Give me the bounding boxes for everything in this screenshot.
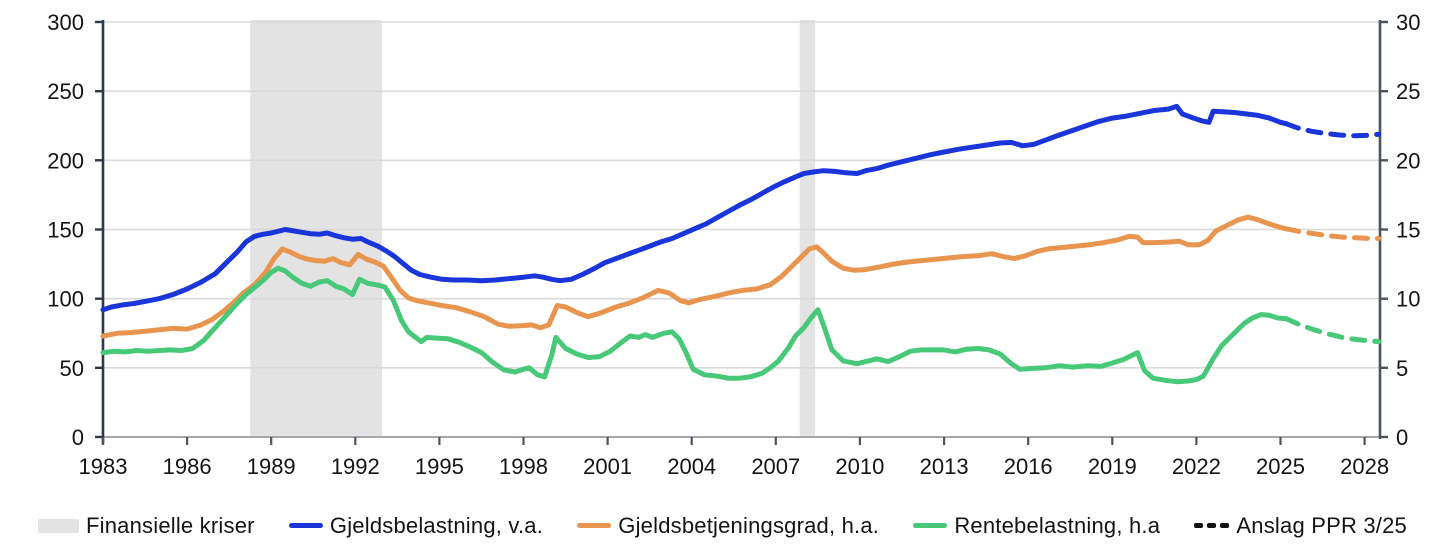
y-right-tick-label: 15 bbox=[1396, 218, 1420, 243]
crisis-band-bankkrisen bbox=[250, 20, 382, 437]
chart-legend: Finansielle kriser Gjeldsbelastning, v.a.… bbox=[0, 500, 1445, 551]
y-axis-right-ticks: 0 5 10 15 20 25 30 bbox=[1380, 10, 1420, 450]
x-tick-label: 1992 bbox=[331, 454, 380, 479]
legend-item-gjeldsbetjeningsgrad: Gjeldsbetjeningsgrad, h.a. bbox=[577, 513, 879, 539]
x-tick-label: 2001 bbox=[583, 454, 632, 479]
y-left-tick-label: 250 bbox=[47, 79, 84, 104]
x-tick-label: 2010 bbox=[835, 454, 884, 479]
series-line-rentebelastning-h-a bbox=[100, 265, 1289, 385]
legend-band-swatch bbox=[38, 518, 79, 533]
legend-label: Rentebelastning, h.a bbox=[954, 512, 1161, 538]
x-tick-label: 2022 bbox=[1172, 454, 1221, 479]
series-projection-rentebelastning-h-a bbox=[1283, 316, 1382, 345]
legend-label: Finansielle kriser bbox=[86, 512, 255, 538]
x-axis-ticks: 1983 1986 1989 1992 1995 1998 2001 2004 2007 2010… bbox=[79, 437, 1389, 479]
y-left-tick-label: 100 bbox=[47, 287, 84, 312]
series-line-gjeldsbetjeningsgrad-h-a bbox=[100, 214, 1289, 339]
x-tick-label: 2013 bbox=[920, 454, 969, 479]
legend-label: Gjeldsbetjeningsgrad, h.a. bbox=[618, 512, 880, 538]
legend-line-swatch bbox=[288, 523, 323, 528]
legend-line-swatch bbox=[577, 523, 612, 528]
series-projection-gjeldsbelastning-v-a bbox=[1283, 121, 1382, 139]
x-tick-label: 1998 bbox=[499, 454, 548, 479]
x-tick-label: 2007 bbox=[751, 454, 800, 479]
y-left-tick-label: 50 bbox=[60, 356, 84, 381]
line-chart: 0 50 100 150 200 250 300 0 5 10 15 20 25 30 1983 1986 19… bbox=[47, 10, 1420, 479]
gridlines bbox=[103, 21, 1380, 369]
x-tick-label: 2016 bbox=[1004, 454, 1053, 479]
y-right-tick-label: 25 bbox=[1396, 79, 1420, 104]
series-projection-gjeldsbetjeningsgrad-h-a bbox=[1283, 226, 1382, 241]
y-left-tick-label: 0 bbox=[72, 425, 84, 450]
y-right-tick-label: 20 bbox=[1396, 148, 1420, 173]
legend-item-rentebelastning: Rentebelastning, h.a bbox=[913, 513, 1160, 539]
crisis-bands bbox=[250, 20, 816, 437]
x-tick-label: 1995 bbox=[415, 454, 464, 479]
y-right-tick-label: 30 bbox=[1396, 10, 1420, 35]
legend-line-swatch bbox=[913, 523, 948, 528]
y-axis-left-ticks: 0 50 100 150 200 250 300 bbox=[47, 10, 103, 450]
y-right-tick-label: 0 bbox=[1396, 425, 1408, 450]
x-tick-label: 2019 bbox=[1088, 454, 1137, 479]
x-tick-label: 2028 bbox=[1340, 454, 1389, 479]
legend-item-anslag: Anslag PPR 3/25 bbox=[1194, 513, 1407, 539]
x-tick-label: 1986 bbox=[163, 454, 212, 479]
legend-label: Anslag PPR 3/25 bbox=[1236, 512, 1407, 538]
y-left-tick-label: 300 bbox=[47, 10, 84, 35]
legend-item-finansielle-kriser: Finansielle kriser bbox=[38, 513, 255, 539]
y-right-tick-label: 5 bbox=[1396, 356, 1408, 381]
crisis-band-finanskrisen bbox=[799, 20, 816, 437]
legend-item-gjeldsbelastning: Gjeldsbelastning, v.a. bbox=[288, 512, 544, 539]
y-left-tick-label: 150 bbox=[47, 218, 84, 243]
y-right-tick-label: 10 bbox=[1396, 287, 1420, 312]
x-tick-label: 1989 bbox=[247, 454, 296, 479]
legend-label: Gjeldsbelastning, v.a. bbox=[329, 512, 544, 538]
x-tick-label: 2025 bbox=[1256, 454, 1305, 479]
y-left-tick-label: 200 bbox=[47, 148, 84, 173]
x-tick-label: 1983 bbox=[79, 454, 128, 479]
legend-dash-swatch bbox=[1194, 523, 1230, 528]
series-line-gjeldsbelastning-v-a bbox=[100, 103, 1289, 313]
x-tick-label: 2004 bbox=[667, 454, 716, 479]
